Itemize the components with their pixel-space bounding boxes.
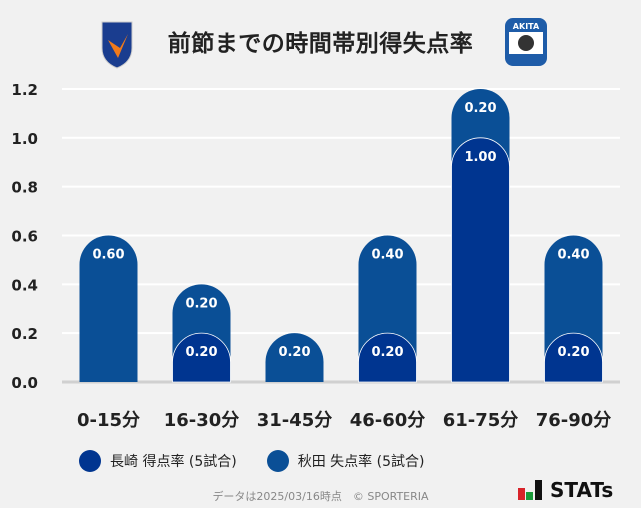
- y-tick-label: 1.0: [11, 130, 38, 148]
- bar-nagasaki: [358, 332, 417, 383]
- x-tick-label: 76-90分: [536, 410, 612, 431]
- v-varen-logo: [101, 21, 133, 69]
- legend-label: 長崎 得点率 (5試合): [110, 454, 237, 470]
- y-tick-label: 1.2: [11, 81, 38, 99]
- legend-item-akita[interactable]: 秋田 失点率 (5試合): [266, 450, 425, 472]
- legend-swatch: [266, 450, 289, 472]
- legend: 長崎 得点率 (5試合) 秋田 失点率 (5試合): [79, 450, 424, 472]
- bar-label-nagasaki: 0.20: [185, 345, 217, 360]
- legend-swatch: [79, 450, 101, 472]
- bar-label-akita: 0.20: [278, 345, 310, 360]
- y-tick-label: 0.0: [11, 374, 38, 392]
- x-tick-label: 16-30分: [164, 410, 240, 431]
- bar-label-nagasaki: 0.20: [371, 345, 403, 360]
- bar-label-nagasaki: 1.00: [464, 150, 496, 165]
- x-tick-label: 0-15分: [77, 410, 140, 431]
- y-tick-label: 0.4: [11, 276, 38, 294]
- legend-item-nagasaki[interactable]: 長崎 得点率 (5試合): [79, 450, 237, 472]
- x-tick-label: 31-45分: [257, 410, 333, 431]
- v-varen-logo-mark: [108, 34, 128, 58]
- bar-nagasaki: [544, 332, 603, 383]
- bar-akita: [265, 333, 324, 382]
- y-tick-label: 0.8: [11, 179, 38, 197]
- bar-label-akita: 0.60: [92, 247, 124, 262]
- bar-label-akita: 0.20: [185, 296, 217, 311]
- footer-note: データは2025/03/16時点 © SPORTERIA: [212, 490, 429, 503]
- blau-blitz-logo-text: AKITA: [513, 22, 540, 31]
- bar-label-akita: 0.20: [464, 101, 496, 116]
- stats-bars-icon: [518, 480, 542, 500]
- page-title: 前節までの時間帯別得失点率: [167, 31, 474, 57]
- stats-brand: STATs: [550, 478, 614, 502]
- legend-label: 秋田 失点率 (5試合): [297, 454, 425, 470]
- bar-label-akita: 0.40: [557, 247, 589, 262]
- stats-logo: STATs: [518, 478, 613, 502]
- bar-akita: [79, 235, 138, 382]
- bar-nagasaki: [172, 332, 231, 383]
- x-tick-label: 61-75分: [443, 410, 519, 431]
- bar-nagasaki: [451, 137, 510, 383]
- y-tick-label: 0.2: [11, 325, 38, 343]
- bar-label-nagasaki: 0.20: [557, 345, 589, 360]
- blau-blitz-logo-mark: [518, 35, 534, 51]
- y-tick-label: 0.6: [11, 227, 38, 245]
- bar-label-akita: 0.40: [371, 247, 403, 262]
- x-tick-label: 46-60分: [350, 410, 426, 431]
